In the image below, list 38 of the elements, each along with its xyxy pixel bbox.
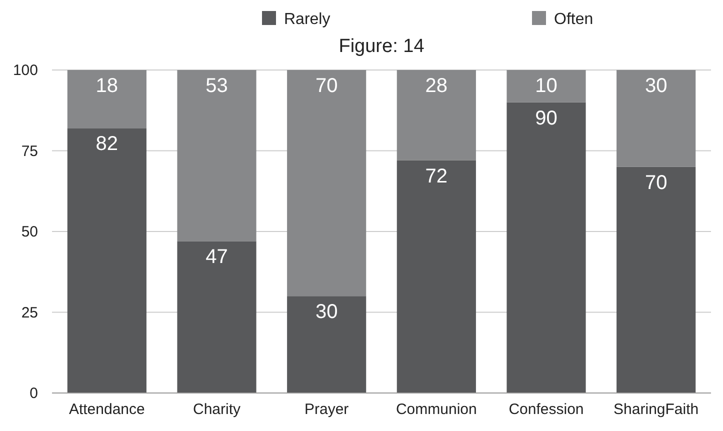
bar — [177, 70, 256, 242]
x-tick-label: Prayer — [304, 401, 349, 418]
y-tick-label: 100 — [12, 62, 38, 79]
y-tick-label: 50 — [21, 224, 38, 240]
y-tick-label: 0 — [30, 385, 38, 402]
legend-label: Rarely — [284, 11, 330, 28]
data-label: 10 — [535, 75, 558, 97]
data-label: 30 — [644, 75, 668, 97]
bar — [67, 70, 146, 128]
y-tick-label: 75 — [21, 142, 38, 160]
data-label: 47 — [206, 246, 228, 268]
x-tick-label: SharingFaith — [614, 401, 699, 418]
data-label: 30 — [315, 301, 338, 324]
data-label: 90 — [535, 107, 558, 130]
legend-label: Often — [554, 11, 594, 28]
bar — [506, 70, 586, 102]
bar — [616, 166, 696, 393]
x-tick-label: Confession — [508, 401, 584, 418]
bar — [287, 70, 366, 296]
data-label: 18 — [96, 75, 118, 97]
data-label: 72 — [425, 165, 448, 188]
bar — [67, 128, 146, 393]
x-tick-label: Communion — [396, 401, 477, 418]
data-label: 53 — [206, 75, 228, 97]
bar — [396, 70, 476, 160]
y-tick-label: 25 — [21, 304, 38, 322]
data-label: 70 — [315, 75, 338, 97]
data-label: 70 — [644, 172, 668, 194]
bar — [287, 296, 366, 393]
bar — [616, 70, 696, 167]
data-label: 82 — [96, 133, 118, 156]
bar — [177, 241, 256, 393]
x-tick-label: Charity — [192, 401, 242, 418]
x-tick-label: Attendance — [68, 401, 145, 418]
bar — [396, 160, 476, 393]
bar — [506, 102, 586, 393]
data-label: 28 — [425, 75, 448, 97]
chart-title: Figure: 14 — [338, 36, 425, 57]
